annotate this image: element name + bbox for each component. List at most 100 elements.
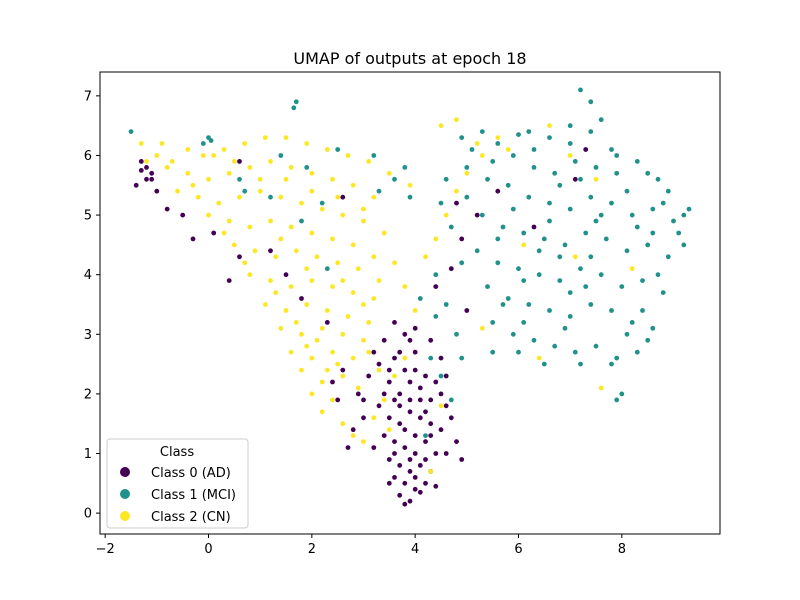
data-point xyxy=(521,230,527,236)
data-point xyxy=(309,170,315,176)
data-point xyxy=(319,409,325,415)
data-point xyxy=(655,272,661,278)
data-point xyxy=(423,409,428,415)
data-point xyxy=(603,236,609,242)
data-point xyxy=(516,349,521,355)
legend-label-class-1: Class 1 (MCI) xyxy=(151,488,236,503)
data-point xyxy=(609,200,614,206)
data-point xyxy=(412,433,418,438)
data-point xyxy=(144,176,149,182)
data-point xyxy=(381,337,387,343)
data-point xyxy=(516,132,521,138)
data-point xyxy=(588,302,594,307)
data-point xyxy=(149,170,155,176)
data-point xyxy=(361,218,366,224)
data-point xyxy=(226,218,232,224)
data-point xyxy=(195,194,201,200)
data-point xyxy=(443,176,449,182)
data-point xyxy=(578,87,583,93)
data-point xyxy=(671,218,676,224)
data-point xyxy=(381,433,387,438)
data-point xyxy=(454,439,459,444)
data-point xyxy=(474,248,480,254)
data-point xyxy=(459,236,465,242)
data-point xyxy=(433,284,439,289)
y-tick-label: 3 xyxy=(84,328,92,343)
data-point xyxy=(448,266,454,272)
data-point xyxy=(304,302,310,307)
data-point xyxy=(407,397,413,403)
data-point xyxy=(392,355,397,361)
data-point xyxy=(288,224,294,230)
data-point xyxy=(386,415,392,421)
data-point xyxy=(438,427,444,433)
data-point xyxy=(402,165,408,170)
data-point xyxy=(417,296,423,301)
data-point xyxy=(278,325,284,331)
data-point xyxy=(335,361,341,367)
data-point xyxy=(454,331,459,337)
data-point xyxy=(629,266,635,272)
data-point xyxy=(319,325,325,331)
data-point xyxy=(660,290,666,295)
data-point xyxy=(485,176,490,182)
data-point xyxy=(531,165,537,170)
data-point xyxy=(252,248,258,254)
data-point xyxy=(423,439,428,444)
x-tick-label: 4 xyxy=(411,542,419,557)
data-point xyxy=(407,498,413,504)
data-point xyxy=(268,194,273,200)
data-point xyxy=(221,147,227,152)
data-point xyxy=(340,421,346,427)
data-point xyxy=(490,159,496,164)
data-point xyxy=(588,254,594,260)
data-point xyxy=(531,337,537,343)
data-point xyxy=(624,188,630,194)
data-point xyxy=(371,254,377,260)
data-point xyxy=(681,242,687,248)
data-point xyxy=(681,212,687,218)
data-point xyxy=(438,123,444,129)
data-point xyxy=(324,308,330,313)
data-point xyxy=(242,260,248,266)
data-point xyxy=(247,224,253,230)
data-point xyxy=(593,343,599,349)
data-point xyxy=(629,212,635,218)
data-point xyxy=(578,176,583,182)
data-point xyxy=(299,331,304,337)
data-point xyxy=(361,439,366,444)
data-point xyxy=(572,176,578,182)
data-point xyxy=(309,355,315,361)
data-point xyxy=(412,486,418,492)
data-point xyxy=(634,224,640,230)
data-point xyxy=(598,117,604,123)
data-point xyxy=(454,200,459,206)
data-point xyxy=(381,397,387,403)
data-point xyxy=(340,373,346,379)
data-point xyxy=(423,457,428,462)
data-point xyxy=(423,433,428,438)
data-point xyxy=(278,153,284,158)
data-point xyxy=(278,236,284,242)
data-point xyxy=(386,480,392,486)
data-point xyxy=(500,224,506,230)
data-point xyxy=(237,159,242,164)
data-point xyxy=(459,355,465,361)
series-class-0 xyxy=(133,147,589,507)
data-point xyxy=(138,159,144,164)
data-point xyxy=(366,320,372,325)
data-point xyxy=(438,373,444,379)
data-point xyxy=(433,272,439,278)
data-point xyxy=(402,367,408,373)
data-point xyxy=(237,176,242,182)
series-class-2 xyxy=(138,117,635,474)
data-point xyxy=(257,188,263,194)
data-point xyxy=(438,200,444,206)
data-point xyxy=(376,361,382,367)
data-point xyxy=(291,105,297,111)
chart-title: UMAP of outputs at epoch 18 xyxy=(293,49,526,68)
data-point xyxy=(128,129,134,135)
legend-marker-class-2 xyxy=(120,511,130,521)
data-point xyxy=(588,194,594,200)
data-point xyxy=(247,272,253,278)
